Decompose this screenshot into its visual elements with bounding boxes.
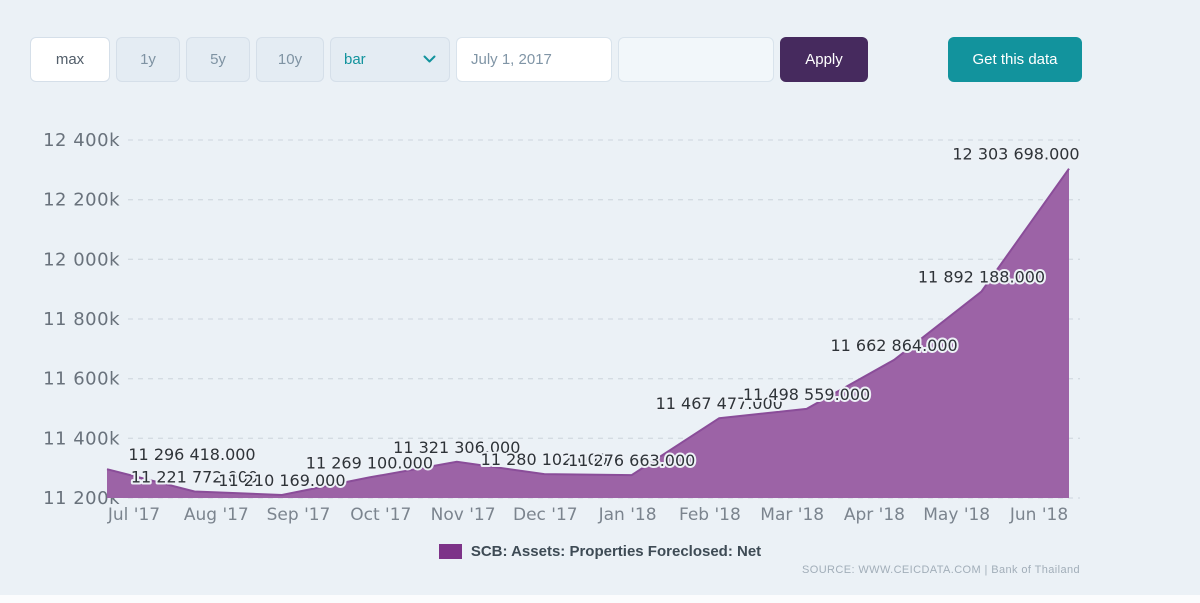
x-axis-tick-label: Jul '17 bbox=[107, 505, 160, 525]
data-point-label: 11 276 663.000 bbox=[568, 451, 695, 470]
data-point-label: 11 296 418.000 bbox=[128, 445, 255, 464]
area-chart: 11 200k 11 400k 11 600k 11 800k 12 000k 12 20… bbox=[0, 110, 1200, 540]
x-axis-tick-label: Mar '18 bbox=[760, 505, 824, 525]
bottom-strip bbox=[0, 595, 1200, 603]
chart-type-selected-value: bar bbox=[344, 51, 366, 68]
data-point-label: 11 210 169.000 bbox=[218, 471, 345, 490]
x-axis-tick-label: Apr '18 bbox=[844, 505, 905, 525]
range-button-max[interactable]: max bbox=[30, 37, 110, 82]
chevron-down-icon bbox=[423, 55, 436, 63]
data-point-label: 11 321 306.000 bbox=[393, 438, 520, 457]
y-axis-tick-label: 11 200k bbox=[43, 488, 120, 509]
x-axis-tick-label: Jun '18 bbox=[1009, 505, 1068, 525]
x-axis-tick-label: Sep '17 bbox=[267, 505, 331, 525]
get-this-data-button[interactable]: Get this data bbox=[948, 37, 1082, 82]
range-button-5y[interactable]: 5y bbox=[186, 37, 250, 82]
chart-legend[interactable]: SCB: Assets: Properties Foreclosed: Net bbox=[0, 543, 1200, 560]
x-axis-tick-label: Jan '18 bbox=[598, 505, 657, 525]
y-axis-tick-label: 11 400k bbox=[43, 428, 120, 449]
y-axis-tick-label: 12 200k bbox=[43, 190, 120, 211]
apply-button[interactable]: Apply bbox=[780, 37, 868, 82]
range-button-1y[interactable]: 1y bbox=[116, 37, 180, 82]
data-point-label: 11 498 559.000 bbox=[743, 385, 870, 404]
range-button-10y[interactable]: 10y bbox=[256, 37, 324, 82]
data-point-label: 11 662 864.000 bbox=[830, 336, 957, 355]
area-series-outline bbox=[106, 168, 1070, 497]
x-axis-tick-label: Nov '17 bbox=[431, 505, 496, 525]
chart-type-select[interactable]: bar bbox=[330, 37, 450, 82]
end-date-input[interactable] bbox=[618, 37, 774, 82]
x-axis-tick-label: Feb '18 bbox=[679, 505, 741, 525]
data-point-label: 12 303 698.000 bbox=[952, 145, 1079, 164]
x-axis-tick-label: Dec '17 bbox=[513, 505, 578, 525]
start-date-input[interactable] bbox=[456, 37, 612, 82]
data-point-label: 11 221 772.000 bbox=[131, 468, 258, 487]
y-axis-tick-label: 12 400k bbox=[43, 130, 120, 151]
data-point-label: 11 269 100.000 bbox=[306, 453, 433, 472]
data-point-label: 11 280 102.000 bbox=[481, 450, 608, 469]
x-axis-tick-label: May '18 bbox=[923, 505, 990, 525]
toolbar: max 1y 5y 10y bar Apply Get this data bbox=[0, 0, 1200, 82]
data-point-label: 11 892 188.000 bbox=[918, 268, 1045, 287]
data-point-label: 11 467 477.000 bbox=[656, 394, 783, 413]
y-axis-tick-label: 11 800k bbox=[43, 309, 120, 330]
legend-label: SCB: Assets: Properties Foreclosed: Net bbox=[470, 543, 762, 560]
y-axis-tick-label: 12 000k bbox=[43, 249, 120, 270]
area-series bbox=[107, 168, 1069, 498]
x-axis-tick-label: Oct '17 bbox=[350, 505, 411, 525]
y-axis-tick-label: 11 600k bbox=[43, 369, 120, 390]
legend-swatch bbox=[438, 544, 462, 559]
source-attribution: SOURCE: WWW.CEICDATA.COM | Bank of Thail… bbox=[802, 564, 1080, 576]
x-axis-tick-label: Aug '17 bbox=[184, 505, 249, 525]
